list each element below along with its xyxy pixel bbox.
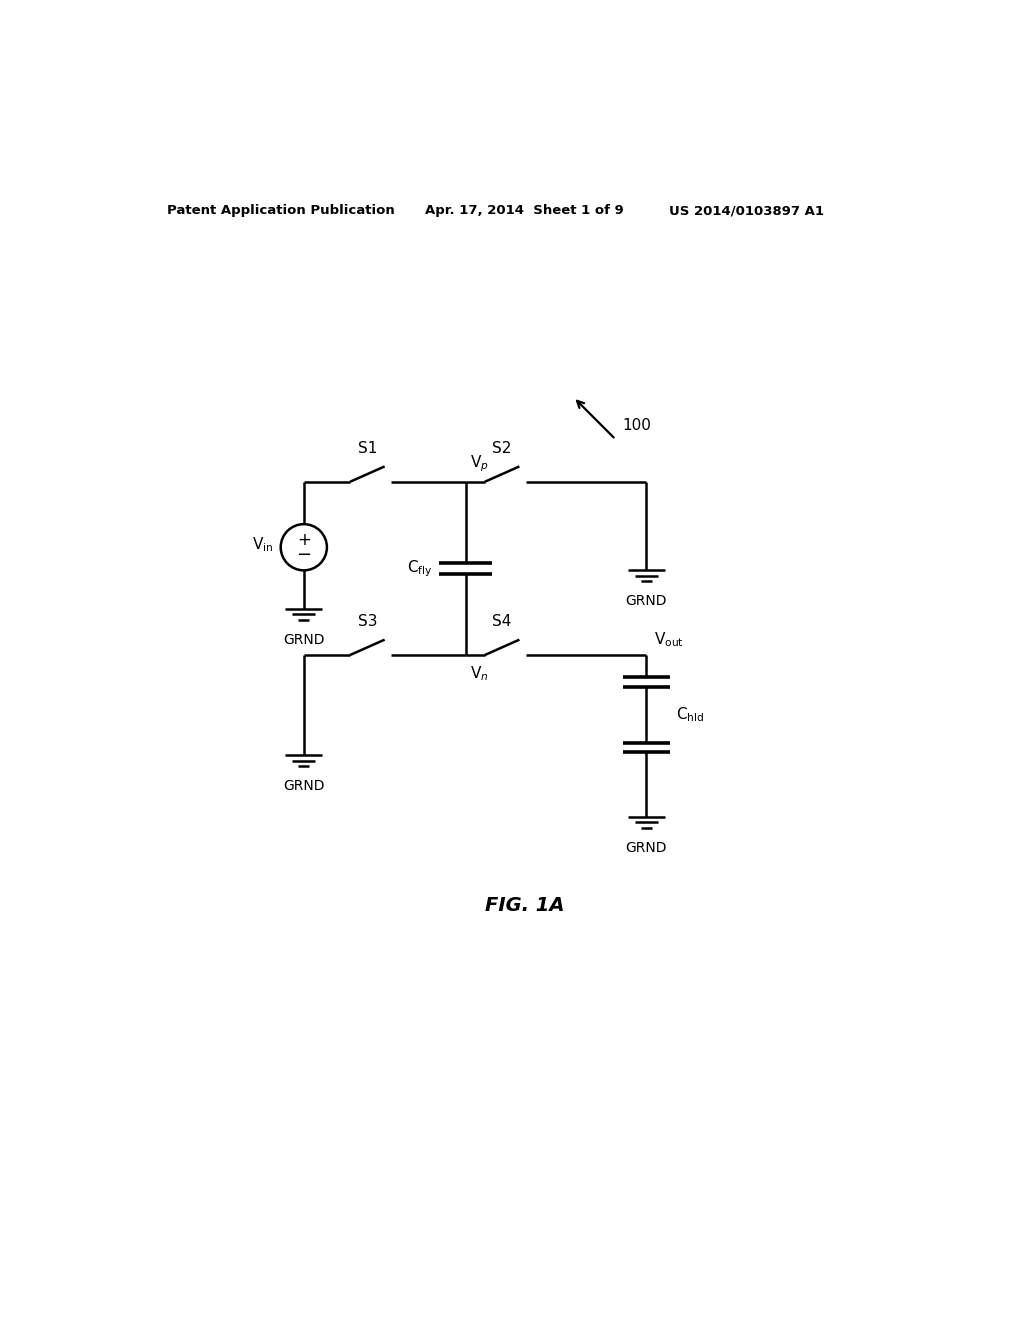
Text: +: +: [297, 531, 310, 549]
Text: V$_n$: V$_n$: [470, 664, 488, 682]
Text: FIG. 1A: FIG. 1A: [485, 896, 564, 915]
Text: −: −: [296, 546, 311, 565]
Text: S1: S1: [357, 441, 377, 455]
Text: GRND: GRND: [626, 594, 668, 609]
Text: S4: S4: [493, 614, 512, 628]
Text: 100: 100: [622, 418, 650, 433]
Text: US 2014/0103897 A1: US 2014/0103897 A1: [669, 205, 824, 218]
Text: Apr. 17, 2014  Sheet 1 of 9: Apr. 17, 2014 Sheet 1 of 9: [425, 205, 625, 218]
Text: V$_p$: V$_p$: [470, 454, 489, 474]
Text: C$_{\rm hld}$: C$_{\rm hld}$: [676, 705, 705, 725]
Text: GRND: GRND: [283, 632, 325, 647]
Text: GRND: GRND: [283, 779, 325, 793]
Text: S3: S3: [357, 614, 377, 628]
Text: GRND: GRND: [626, 841, 668, 854]
Text: V$_{\rm in}$: V$_{\rm in}$: [252, 535, 273, 553]
Text: Patent Application Publication: Patent Application Publication: [167, 205, 394, 218]
Text: S2: S2: [493, 441, 512, 455]
Text: V$_{\rm out}$: V$_{\rm out}$: [654, 630, 684, 649]
Text: C$_{\rm fly}$: C$_{\rm fly}$: [407, 558, 432, 578]
